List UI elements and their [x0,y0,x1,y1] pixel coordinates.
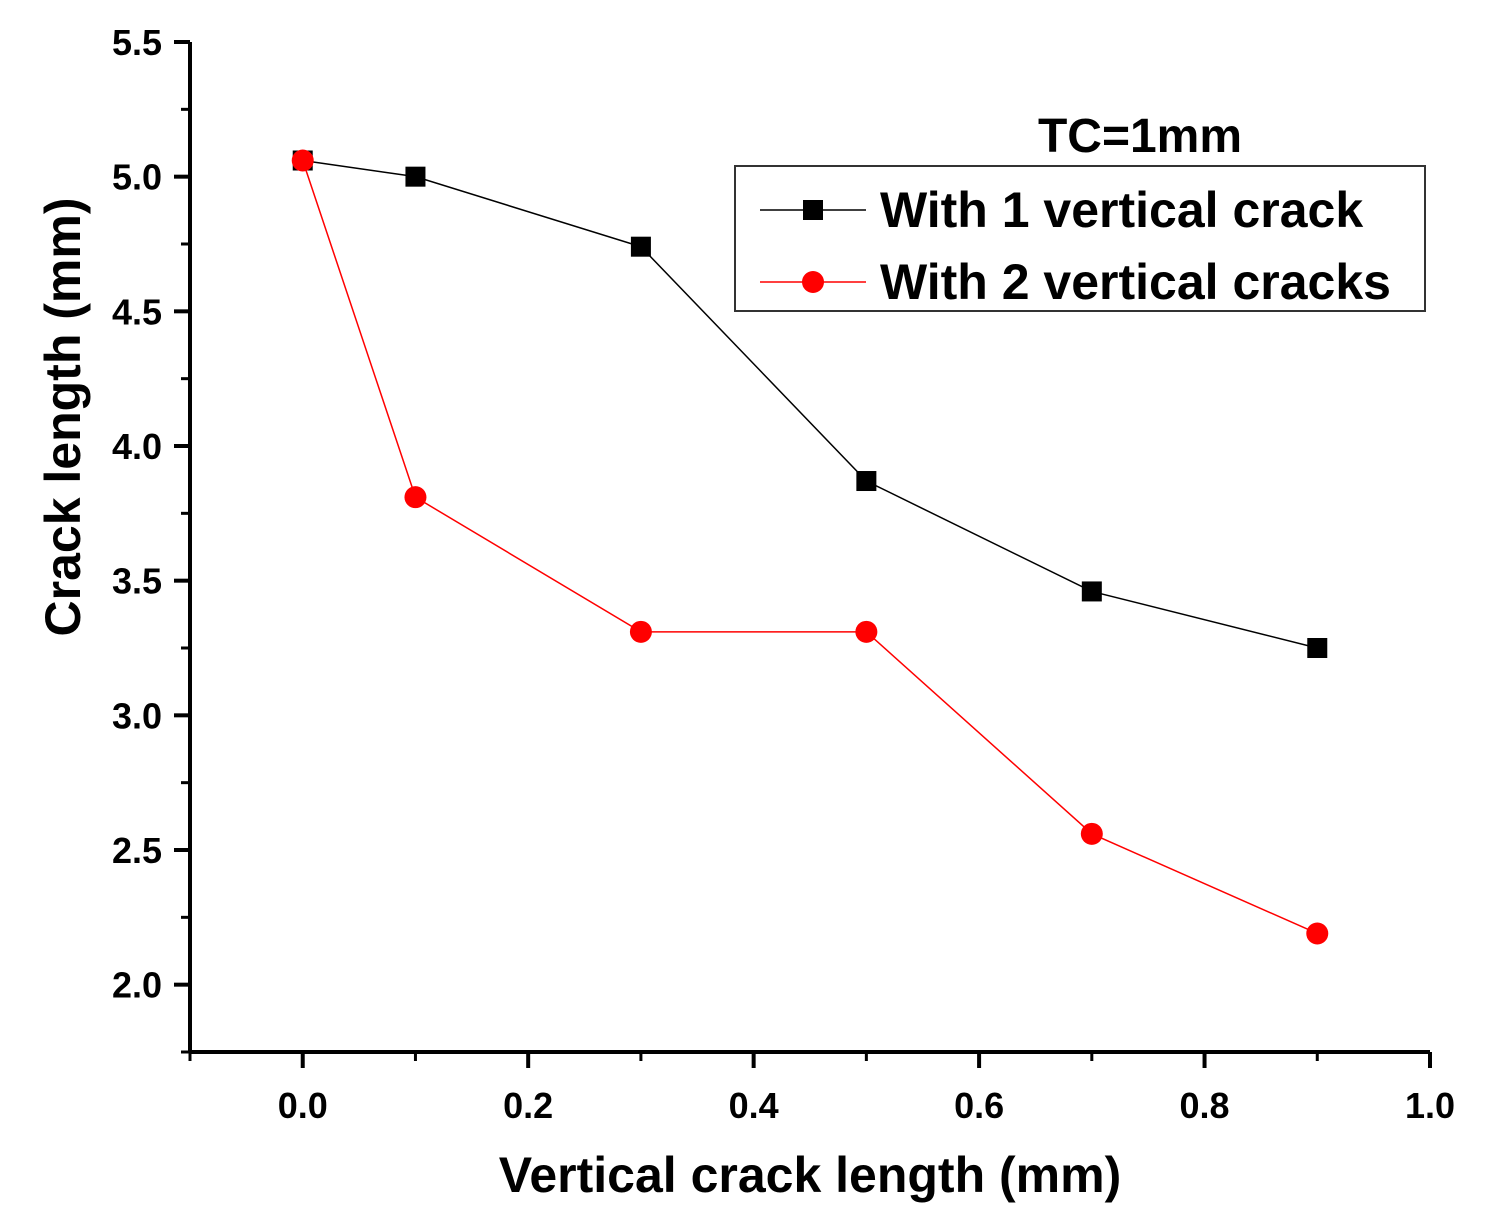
data-point [404,486,427,509]
x-axis-title: Vertical crack length (mm) [499,1147,1121,1203]
y-tick-label: 2.0 [112,965,162,1006]
legend-item: With 1 vertical crack [760,182,1363,238]
annotation-label: TC=1mm [1038,110,1242,163]
data-point [630,236,651,257]
y-tick-label: 3.0 [112,695,162,736]
y-axis-title: Crack length (mm) [35,198,91,637]
y-tick-label: 5.5 [112,22,162,63]
data-point [1081,581,1102,602]
legend-marker [803,200,823,220]
y-axis-ticks: 2.0 2.5 3.0 3.5 4.0 4.5 5.0 5.5 [112,22,190,1054]
y-tick-label: 4.0 [112,426,162,467]
y-tick-label: 3.5 [112,561,162,602]
series-line [302,159,1318,649]
legend-label: With 1 vertical crack [880,182,1363,238]
legend: With 1 vertical crack With 2 vertical cra… [734,165,1426,312]
x-axis-ticks: 0.0 0.2 0.4 0.6 0.8 1.0 [188,1052,1455,1126]
legend-box [734,165,1426,312]
x-tick-label: 0.8 [1180,1085,1230,1126]
axes: 2.0 2.5 3.0 3.5 4.0 4.5 5.0 5.5 0.0 0.2 0.4 0.6 0.8… [112,22,1455,1126]
y-tick-label: 5.0 [112,157,162,198]
x-tick-label: 0.2 [503,1085,553,1126]
legend-label: With 2 vertical cracks [880,254,1391,310]
data-point [291,149,314,172]
y-tick-label: 4.5 [112,291,162,332]
x-tick-label: 0.0 [278,1085,328,1126]
data-point [856,471,877,492]
x-tick-label: 0.6 [954,1085,1004,1126]
data-point [629,620,652,643]
legend-items: With 1 vertical crack With 2 vertical cra… [760,182,1391,310]
data-point [855,620,878,643]
data-point [1080,822,1103,845]
series-layer [291,149,1329,945]
legend-marker [802,271,824,293]
data-point [1307,638,1328,658]
legend-item: With 2 vertical cracks [760,254,1391,310]
data-point [1306,922,1329,945]
data-point [405,166,426,187]
series-2 [291,149,1329,945]
y-tick-label: 2.5 [112,830,162,871]
x-tick-label: 0.4 [729,1085,779,1126]
x-tick-label: 1.0 [1405,1085,1455,1126]
series-line [302,160,1318,935]
